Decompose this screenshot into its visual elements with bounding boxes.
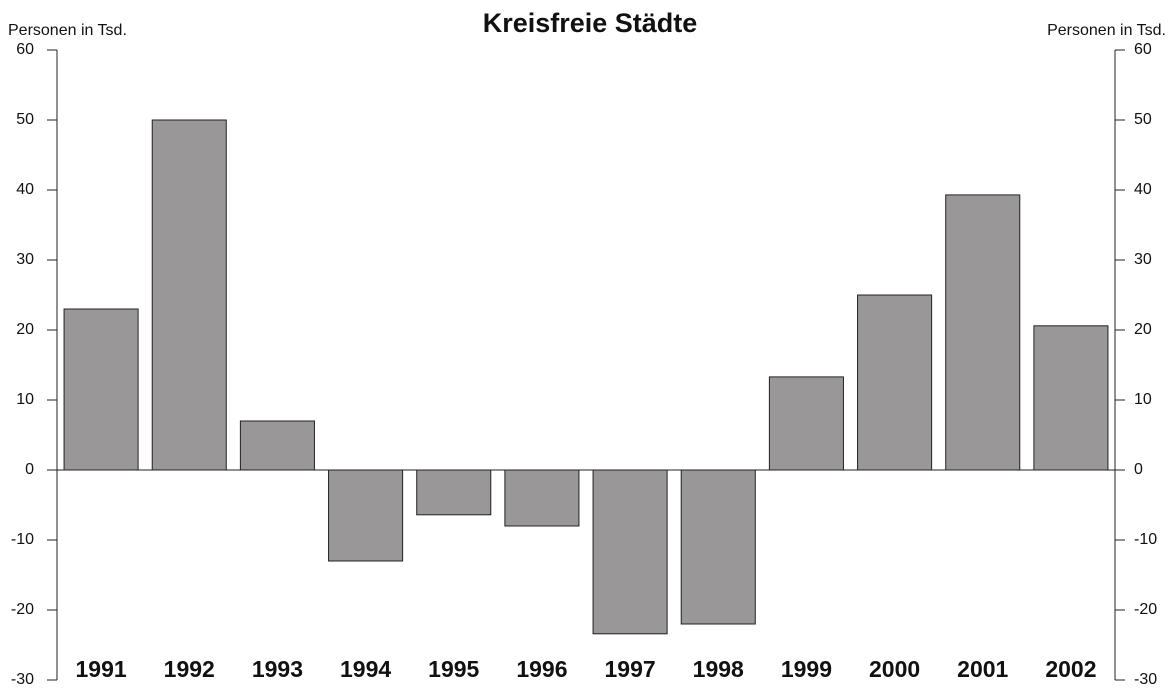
- bar: [151, 119, 227, 471]
- y-tick-label: 20: [16, 321, 34, 338]
- y2-tick-label: 30: [1134, 251, 1152, 268]
- bar: [239, 420, 315, 471]
- y-tick-label: -20: [11, 601, 34, 618]
- y2-axis-label: Personen in Tsd.: [1047, 22, 1166, 39]
- x-tick-label: 1996: [516, 656, 567, 682]
- y2-tick-label: -30: [1134, 671, 1157, 688]
- y2-tick-label: 20: [1134, 321, 1152, 338]
- bar: [768, 376, 844, 471]
- x-tick-label: 2001: [957, 656, 1008, 682]
- x-tick-label: 1991: [75, 656, 126, 682]
- x-tick-label: 2002: [1045, 656, 1096, 682]
- x-tick-label: 1997: [604, 656, 655, 682]
- y2-tick-label: -20: [1134, 601, 1157, 618]
- y2-tick-label: 60: [1134, 41, 1152, 58]
- bar: [945, 194, 1021, 471]
- bar: [857, 294, 933, 471]
- y2-tick-label: -10: [1134, 531, 1157, 548]
- bar: [416, 469, 492, 516]
- x-tick-label: 1998: [693, 656, 744, 682]
- y-axis-label: Personen in Tsd.: [8, 22, 127, 39]
- y2-tick-label: 0: [1134, 461, 1143, 478]
- x-tick-label: 1999: [781, 656, 832, 682]
- y-tick-label: 60: [16, 41, 34, 58]
- y2-tick-label: 40: [1134, 181, 1152, 198]
- x-tick-label: 1994: [340, 656, 391, 682]
- chart-title: Kreisfreie Städte: [483, 8, 698, 38]
- x-tick-label: 2000: [869, 656, 920, 682]
- y-tick-label: 50: [16, 111, 34, 128]
- x-tick-label: 1992: [164, 656, 215, 682]
- bar: [63, 308, 139, 471]
- y2-tick-label: 50: [1134, 111, 1152, 128]
- y-tick-label: 10: [16, 391, 34, 408]
- y-tick-label: 30: [16, 251, 34, 268]
- bar: [680, 469, 756, 625]
- bar: [592, 469, 668, 635]
- y-tick-label: -10: [11, 531, 34, 548]
- bar: [328, 469, 404, 562]
- y-tick-label: 0: [25, 461, 34, 478]
- bar: [504, 469, 580, 527]
- bar: [1033, 325, 1109, 471]
- y-tick-label: 40: [16, 181, 34, 198]
- x-tick-label: 1993: [252, 656, 303, 682]
- y2-tick-label: 10: [1134, 391, 1152, 408]
- x-tick-label: 1995: [428, 656, 479, 682]
- y-tick-label: -30: [11, 671, 34, 688]
